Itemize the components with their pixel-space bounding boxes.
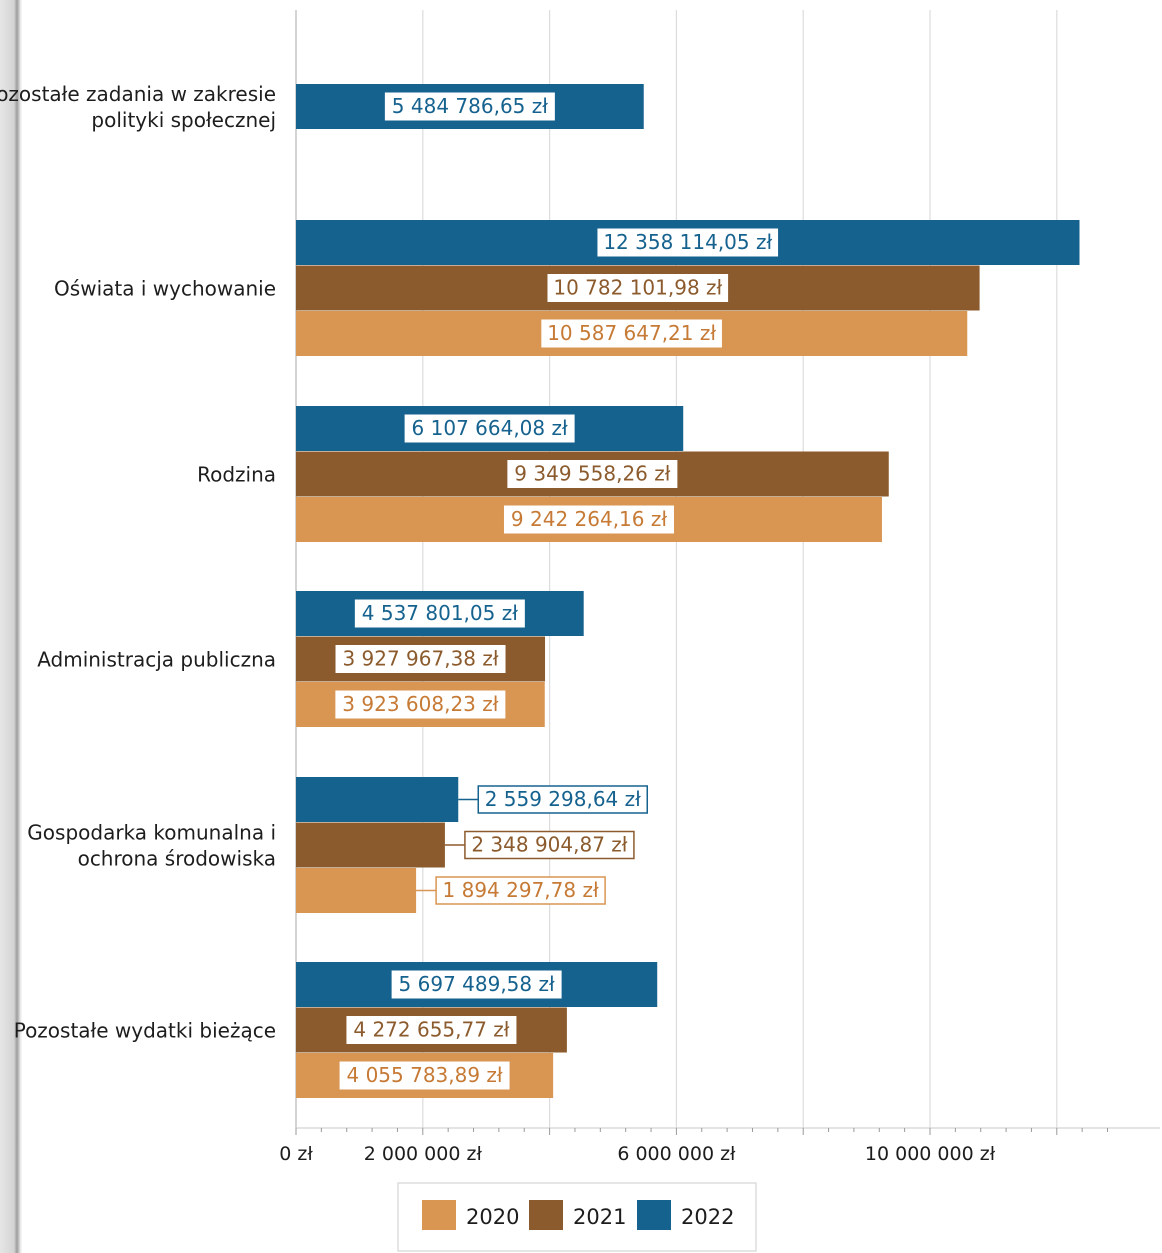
category-label: Administracja publiczna <box>37 647 276 671</box>
legend: 2020 2021 2022 <box>397 1182 757 1252</box>
data-label-box <box>346 1016 517 1044</box>
category-label-line: ochrona środowiska <box>78 846 276 870</box>
data-label: 2 559 298,64 zł <box>485 787 641 811</box>
data-label-box <box>541 319 722 348</box>
data-label: 2 348 904,87 zł <box>471 833 627 857</box>
category-label-line: Oświata i wychowanie <box>54 276 276 300</box>
x-tick-label: 2 000 000 zł <box>364 1143 483 1165</box>
data-label-box <box>547 274 729 302</box>
data-label: 3 927 967,38 zł <box>342 647 498 671</box>
legend-label: 2022 <box>681 1205 734 1229</box>
data-label: 10 782 101,98 zł <box>553 276 722 300</box>
x-tick-label: 0 zł <box>279 1143 313 1165</box>
data-label: 5 697 489,58 zł <box>399 972 555 996</box>
data-label-box <box>339 1061 510 1090</box>
category-label: Oświata i wychowanie <box>54 276 276 300</box>
legend-label: 2020 <box>466 1205 519 1229</box>
data-label: 6 107 664,08 zł <box>412 416 568 440</box>
data-label: 9 242 264,16 zł <box>511 507 667 531</box>
category-label: Gospodarka komunalna i ochrona środowiska <box>27 820 276 870</box>
page-edge-shadow <box>0 0 22 1253</box>
data-label-box <box>503 505 674 534</box>
data-label-box <box>597 228 779 257</box>
data-label: 9 349 558,26 zł <box>514 462 670 486</box>
legend-label: 2021 <box>573 1205 626 1229</box>
bar-2021 <box>296 822 445 868</box>
data-label-box <box>477 785 649 814</box>
category-label: Rodzina <box>197 462 276 486</box>
category-label: Pozostałe wydatki bieżące <box>14 1018 276 1042</box>
legend-frame <box>397 1182 757 1252</box>
x-tick-label: 6 000 000 zł <box>617 1143 736 1165</box>
x-tick-label: 10 000 000 zł <box>865 1143 996 1165</box>
data-label-box <box>354 599 525 628</box>
category-label-line: Pozostałe zadania w zakresie <box>0 82 276 106</box>
category-label: Pozostałe zadania w zakresie polityki spo… <box>0 82 276 132</box>
data-label-box <box>404 414 575 443</box>
bar-2020 <box>296 868 417 913</box>
data-label-box <box>435 876 606 905</box>
category-label-line: Pozostałe wydatki bieżące <box>14 1018 276 1042</box>
bar-2022 <box>296 777 459 822</box>
legend-swatch-2020 <box>422 1200 456 1230</box>
category-label-line: Administracja publiczna <box>37 647 276 671</box>
data-label: 1 894 297,78 zł <box>443 878 599 902</box>
data-label: 12 358 114,05 zł <box>603 230 772 254</box>
data-label-box <box>384 92 555 121</box>
category-label-line: Rodzina <box>197 462 276 486</box>
data-label-box <box>391 970 562 999</box>
data-label-box <box>507 460 678 488</box>
legend-swatch-2022 <box>637 1200 671 1230</box>
data-label: 4 272 655,77 zł <box>353 1018 509 1042</box>
data-label-box <box>464 830 635 860</box>
data-label-box <box>335 645 506 673</box>
data-label: 4 055 783,89 zł <box>346 1063 502 1087</box>
data-label-box <box>335 690 506 719</box>
category-label-line: polityki społecznej <box>91 108 276 132</box>
data-label: 4 537 801,05 zł <box>362 601 518 625</box>
data-label: 10 587 647,21 zł <box>547 321 716 345</box>
data-label: 5 484 786,65 zł <box>392 94 548 118</box>
category-label-line: Gospodarka komunalna i <box>27 820 276 844</box>
legend-swatch-2021 <box>529 1200 563 1230</box>
data-label: 3 923 608,23 zł <box>342 692 498 716</box>
